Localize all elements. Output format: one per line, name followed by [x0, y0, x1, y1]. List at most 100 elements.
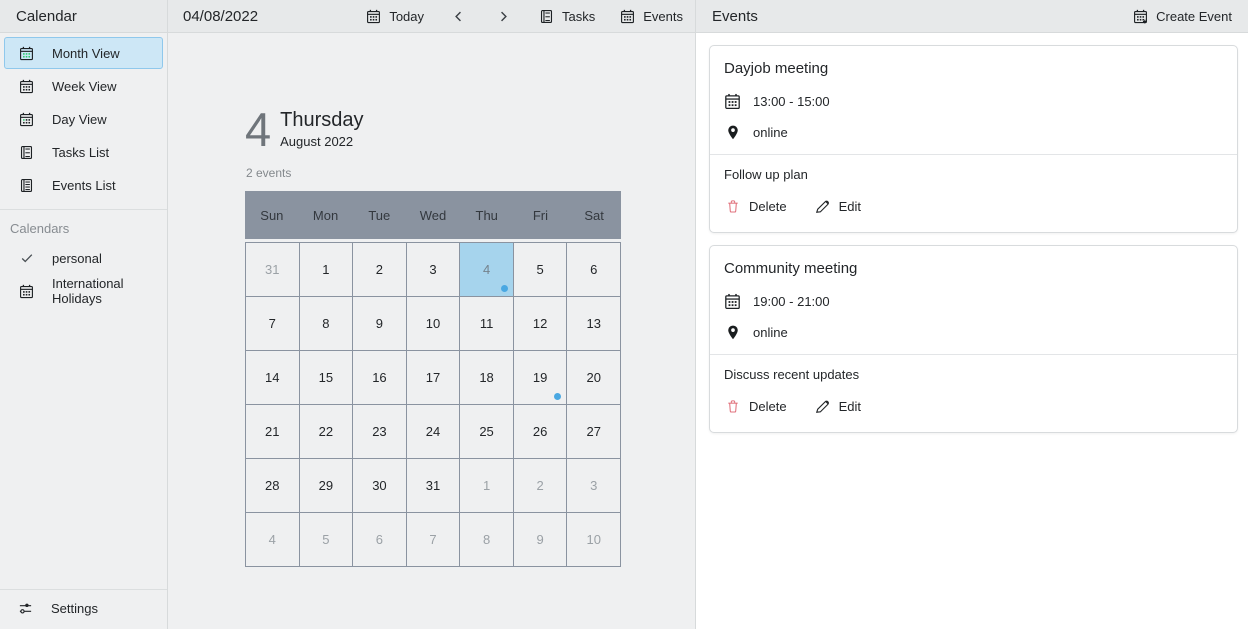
event-location: online [753, 325, 788, 340]
card-divider [710, 354, 1237, 355]
day-cell[interactable]: 31 [246, 243, 299, 296]
day-cell[interactable]: 9 [513, 513, 567, 566]
tasks-button[interactable]: Tasks [536, 7, 597, 26]
day-cell[interactable]: 21 [246, 405, 299, 458]
location-pin-icon [724, 124, 741, 141]
weekday-label: Fri [532, 207, 548, 223]
day-cell[interactable]: 5 [513, 243, 567, 296]
day-cell[interactable]: 20 [567, 351, 620, 404]
day-cell[interactable]: 15 [299, 351, 353, 404]
create-event-button[interactable]: Create Event [1130, 7, 1234, 26]
delete-event-button[interactable]: Delete [724, 399, 787, 414]
day-cell[interactable]: 11 [460, 297, 513, 350]
day-cell[interactable]: 30 [353, 459, 406, 512]
day-cell[interactable]: 24 [406, 405, 460, 458]
day-cell[interactable]: 7 [246, 297, 299, 350]
day-cell[interactable]: 28 [246, 459, 299, 512]
sidebar-bottom-divider [0, 589, 167, 590]
sidebar-item-tasks-list[interactable]: Tasks List [4, 136, 163, 168]
day-cell[interactable]: 3 [406, 243, 460, 296]
day-cell[interactable]: 18 [460, 351, 513, 404]
events-button[interactable]: Events [617, 7, 685, 26]
day-cell[interactable]: 27 [567, 405, 620, 458]
create-event-icon [1132, 9, 1149, 24]
day-grid: 31 1 2 3 4 5 6 7 8 9 10 11 12 13 14 15 16 17 18 19 20 21 22 23 2… [245, 242, 621, 567]
check-icon [18, 251, 35, 265]
day-cell[interactable]: 16 [353, 351, 406, 404]
day-cell[interactable]: 13 [567, 297, 620, 350]
events-panel-title: Events [712, 7, 758, 25]
day-cell[interactable]: 6 [567, 243, 620, 296]
day-cell[interactable]: 8 [460, 513, 513, 566]
month-grid: Sun Mon Tue Wed Thu Fri Sat 31 1 2 3 4 5 6 7 8 9 10 11 12 1… [245, 191, 621, 567]
day-cell[interactable]: 8 [299, 297, 353, 350]
day-cell[interactable]: 14 [246, 351, 299, 404]
sidebar-item-events-list[interactable]: Events List [4, 169, 163, 201]
day-cell[interactable]: 19 [513, 351, 567, 404]
today-button[interactable]: Today [363, 7, 426, 26]
edit-pencil-icon [814, 199, 831, 214]
day-cell[interactable]: 4 [246, 513, 299, 566]
sidebar: Month View Week View Day View Tasks List Eve… [0, 33, 168, 629]
day-view-icon [18, 112, 35, 127]
day-cell[interactable]: 29 [299, 459, 353, 512]
calendar-icon [365, 9, 382, 24]
calendar-icon [619, 9, 636, 24]
day-cell[interactable]: 26 [513, 405, 567, 458]
edit-event-button[interactable]: Edit [814, 399, 861, 414]
sidebar-item-month-view[interactable]: Month View [4, 37, 163, 69]
weekday-label: Wed [419, 207, 447, 223]
sidebar-divider [0, 209, 167, 210]
day-cell[interactable]: 1 [299, 243, 353, 296]
sidebar-item-day-view[interactable]: Day View [4, 103, 163, 135]
previous-button[interactable] [446, 8, 471, 25]
event-title: Dayjob meeting [724, 60, 829, 77]
day-cell[interactable]: 6 [353, 513, 406, 566]
next-button[interactable] [491, 8, 516, 25]
weekday-label: Mon [312, 207, 339, 223]
selected-month-year: August 2022 [280, 134, 354, 149]
delete-event-button[interactable]: Delete [724, 199, 787, 214]
day-cell[interactable]: 10 [567, 513, 620, 566]
day-cell[interactable]: 2 [513, 459, 567, 512]
day-cell[interactable]: 31 [406, 459, 460, 512]
content-area: Month View Week View Day View Tasks List Eve… [0, 33, 1248, 629]
event-card: Community meeting 19:00 - 21:00 online Disc… [709, 245, 1238, 433]
events-panel-header: Events Create Event [695, 0, 1248, 32]
day-cell[interactable]: 22 [299, 405, 353, 458]
current-date-label: 04/08/2022 [183, 7, 259, 25]
day-cell[interactable]: 25 [460, 405, 513, 458]
event-calendar-icon [724, 293, 741, 310]
day-cell[interactable]: 23 [353, 405, 406, 458]
day-cell[interactable]: 5 [299, 513, 353, 566]
weekday-label: Sun [260, 207, 284, 223]
week-view-icon [18, 79, 35, 94]
day-cell[interactable]: 2 [353, 243, 406, 296]
edit-pencil-icon [814, 399, 831, 414]
day-cell[interactable]: 10 [406, 297, 460, 350]
day-cell[interactable]: 7 [406, 513, 460, 566]
event-location: online [753, 125, 788, 140]
event-indicator-dot [500, 285, 508, 292]
event-time: 13:00 - 15:00 [753, 94, 830, 109]
day-cell[interactable]: 9 [353, 297, 406, 350]
event-time: 19:00 - 21:00 [753, 294, 830, 309]
day-cell[interactable]: 4 [460, 243, 513, 296]
day-cell[interactable]: 12 [513, 297, 567, 350]
settings-button[interactable]: Settings [0, 590, 167, 629]
sidebar-calendars: personal International Holidays [0, 241, 167, 308]
day-cell[interactable]: 17 [406, 351, 460, 404]
sidebar-calendar-personal[interactable]: personal [4, 242, 163, 274]
selected-day-name: Thursday [280, 109, 364, 131]
app-title: Calendar [0, 0, 168, 32]
sidebar-item-week-view[interactable]: Week View [4, 70, 163, 102]
tasks-list-icon [538, 9, 555, 24]
sidebar-calendar-international-holidays[interactable]: International Holidays [4, 275, 163, 307]
weekday-label: Sat [584, 207, 604, 223]
day-cell[interactable]: 3 [567, 459, 620, 512]
edit-event-button[interactable]: Edit [814, 199, 861, 214]
selected-date-heading: 4 Thursday August 2022 [245, 106, 364, 153]
top-bar: Calendar 04/08/2022 Today [0, 0, 1248, 33]
events-panel: Dayjob meeting 13:00 - 15:00 online Follow … [695, 33, 1248, 629]
day-cell[interactable]: 1 [460, 459, 513, 512]
